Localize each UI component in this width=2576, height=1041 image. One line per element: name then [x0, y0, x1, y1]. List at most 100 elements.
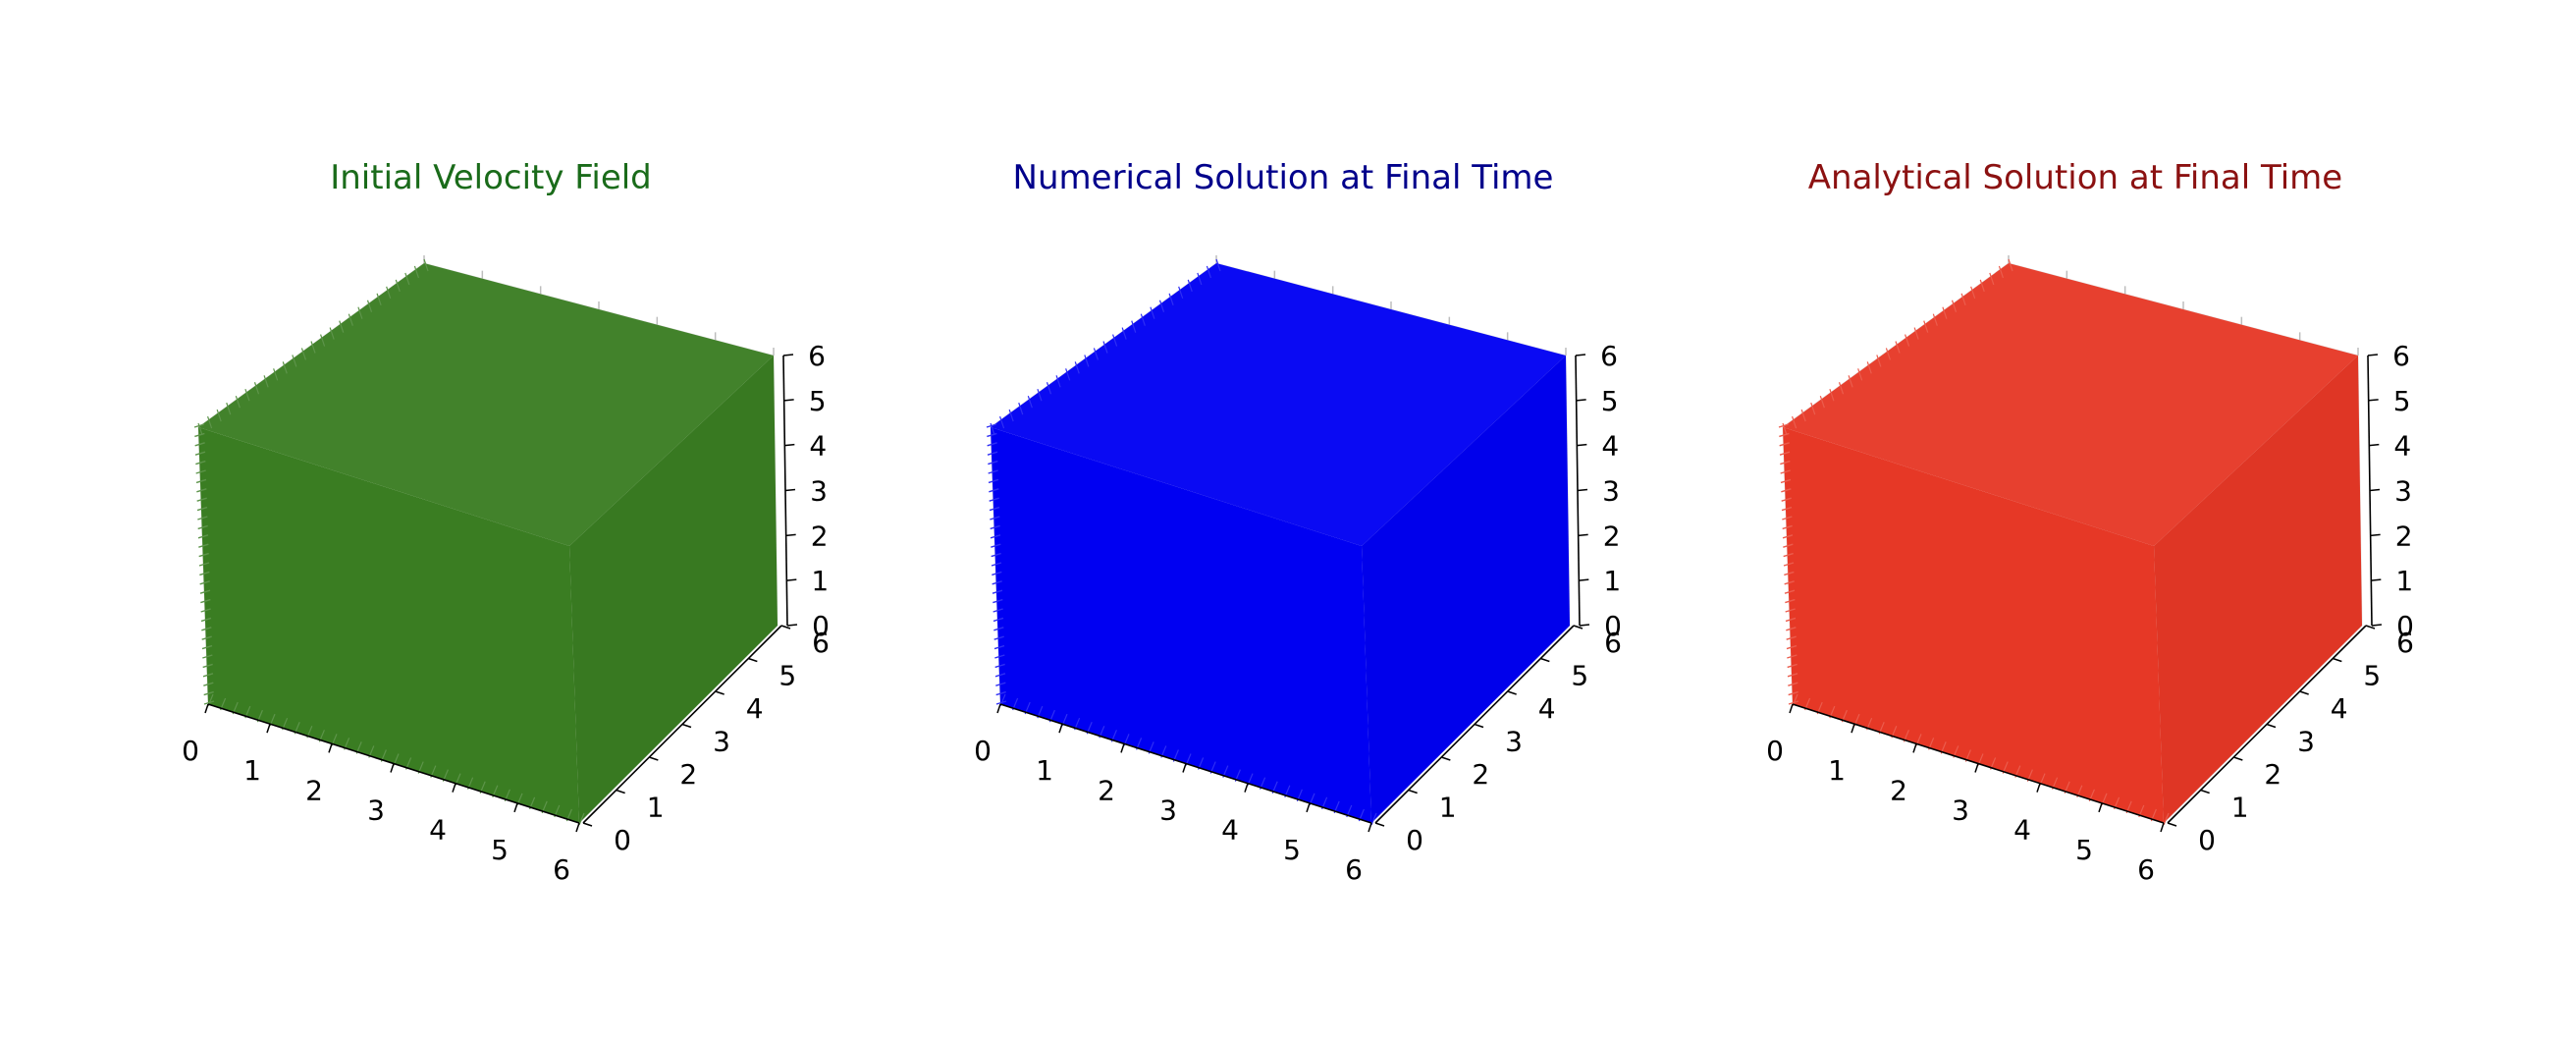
quiver-arrow	[1780, 478, 1792, 484]
x-tick	[513, 802, 518, 813]
panel-title: Analytical Solution at Final Time	[1808, 158, 2342, 197]
quiver-arrow	[992, 571, 1002, 576]
quiver-arrow	[1783, 552, 1794, 558]
quiver-arrow	[1866, 361, 1872, 374]
quiver-arrow	[1140, 313, 1146, 326]
quiver-arrow	[1784, 589, 1796, 594]
z-tick	[786, 578, 797, 581]
x-tick-label: 4	[429, 814, 447, 847]
quiver-arrow	[1951, 300, 1958, 312]
quiver-face-side	[569, 356, 778, 823]
y-tick-label: 2	[679, 758, 697, 791]
quiver-arrow	[1780, 469, 1791, 474]
quiver-arrow	[988, 478, 999, 484]
z-tick	[2371, 624, 2383, 627]
z-tick-label: 3	[2394, 475, 2412, 508]
x-tick-label: 5	[2075, 834, 2093, 866]
quiver-arrow	[1786, 644, 1798, 650]
y-tick	[1374, 822, 1385, 827]
quiver-arrow	[282, 361, 288, 374]
quiver-arrow	[991, 562, 1002, 567]
quiver-arrow	[226, 402, 232, 415]
z-tick-label: 2	[811, 520, 829, 552]
z-tick	[1578, 533, 1588, 537]
quiver-arrow	[999, 415, 1005, 429]
panel-title: Initial Velocity Field	[330, 158, 652, 197]
y-tick	[1573, 625, 1583, 630]
quiver-arrow	[993, 627, 1004, 631]
quiver-arrow	[1960, 293, 1966, 305]
y-tick-label: 4	[746, 692, 764, 725]
quiver-arrow	[1782, 524, 1793, 530]
x-tick-label: 5	[1283, 834, 1301, 866]
quiver-arrow	[1998, 265, 2004, 279]
y-tick-label: 0	[614, 824, 631, 856]
z-tick	[1576, 399, 1586, 402]
x-tick-label: 3	[1159, 794, 1177, 827]
quiver-arrow	[991, 552, 1001, 558]
quiver-arrow	[199, 571, 210, 576]
quiver-arrow	[1785, 617, 1797, 623]
y-tick	[2365, 625, 2376, 630]
quiver-arrow	[202, 663, 213, 669]
y-tick	[2233, 756, 2243, 761]
y-tick-label: 0	[1406, 824, 1423, 856]
quiver-arrow	[1787, 663, 1798, 669]
y-tick-label: 4	[2331, 692, 2348, 725]
quiver-arrow	[994, 673, 1006, 678]
quiver-arrows-top-edge	[990, 258, 1221, 436]
y-tick	[715, 690, 724, 695]
z-tick	[782, 354, 794, 356]
quiver-arrow	[1913, 327, 1919, 340]
y-tick	[616, 789, 625, 794]
z-tick	[1579, 578, 1589, 581]
quiver-arrow	[1121, 327, 1127, 340]
x-tick-label: 5	[491, 834, 509, 866]
x-tick	[1851, 723, 1855, 734]
quiver-face-front	[1783, 427, 2164, 823]
z-tick-label: 2	[2395, 520, 2413, 552]
quiver-arrow	[1037, 389, 1043, 402]
quiver-arrow	[404, 272, 410, 286]
quiver-face-top	[1783, 263, 2358, 546]
quiver-arrow	[310, 341, 316, 354]
quiver-arrow	[991, 543, 1001, 548]
quiver-arrow	[1783, 562, 1795, 567]
x-tick	[266, 723, 271, 734]
quiver-arrow	[1782, 422, 1788, 436]
y-tick-label: 6	[812, 627, 830, 659]
quiver-arrow	[989, 488, 999, 493]
quiver-arrow	[1018, 402, 1024, 415]
quiver-arrow	[1779, 442, 1790, 447]
x-tick	[1058, 723, 1063, 734]
panel-title: Numerical Solution at Final Time	[1013, 158, 1554, 197]
z-tick-label: 1	[1603, 565, 1621, 597]
y-tick	[2167, 822, 2177, 827]
quiver-arrow	[995, 682, 1006, 686]
quiver-arrow	[1782, 516, 1793, 520]
z-tick-label: 5	[1601, 385, 1619, 417]
quiver-face-side	[1362, 356, 1570, 823]
panel-initial-velocity: Initial Velocity Field 01234560123456012…	[182, 158, 830, 886]
z-tick-label: 0	[1604, 610, 1622, 642]
x-tick	[2098, 802, 2103, 813]
x-tick-label: 2	[1890, 774, 1907, 806]
quiver-arrow	[197, 422, 203, 436]
quiver-arrow	[990, 516, 1000, 520]
quiver-arrow	[203, 690, 214, 696]
quiver-arrow	[990, 422, 995, 436]
y-tick-label: 4	[1538, 692, 1556, 725]
quiver-arrow	[1787, 654, 1798, 659]
quiver-arrow	[207, 415, 213, 429]
quiver-arrow	[199, 580, 210, 585]
quiver-arrow	[1112, 334, 1118, 347]
z-tick	[2369, 443, 2380, 447]
quiver-arrow	[993, 608, 1003, 613]
z-tick	[2367, 354, 2379, 356]
z-tick-label: 3	[1602, 475, 1620, 508]
quiver-arrow	[1786, 635, 1797, 640]
quiver-arrow	[200, 608, 211, 613]
